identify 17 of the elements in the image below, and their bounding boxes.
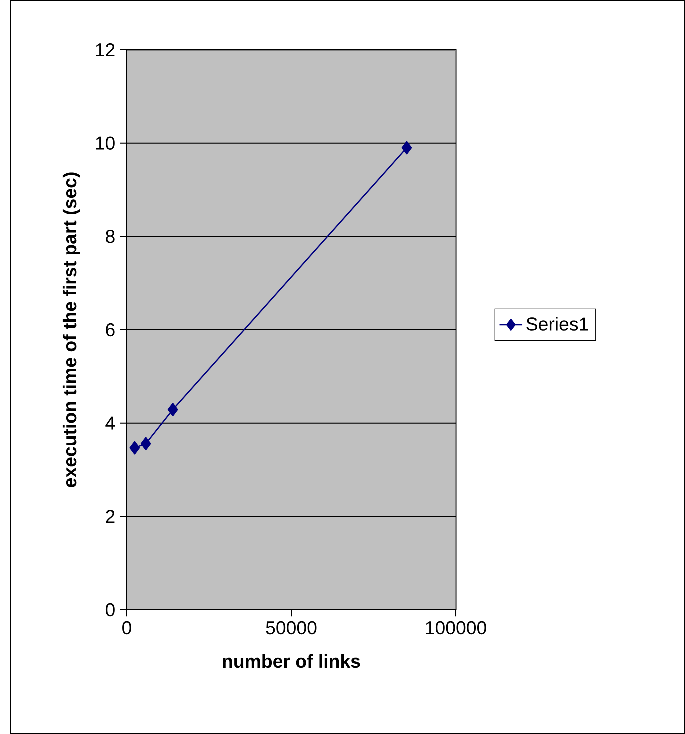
point (140, 437, 152, 451)
y-tick-label: 2 (106, 510, 115, 524)
x-tick-label: 50000 (266, 621, 317, 635)
x-axis-title: number of links (223, 654, 360, 668)
y-tick-label: 0 (106, 603, 115, 617)
x-tick-label: 0 (122, 621, 132, 635)
legend-label: Series1 (526, 317, 588, 331)
point (130, 441, 140, 455)
point (402, 141, 412, 155)
x-tick-label: 100000 (426, 621, 486, 635)
y-tick-label: 6 (106, 323, 115, 337)
y-tick-label: 10 (96, 136, 115, 150)
y-tick-label: 4 (106, 416, 116, 430)
y-tick-label: 12 (96, 43, 115, 57)
y-axis-title: execution time of the first part (sec) (62, 172, 80, 488)
point (168, 403, 178, 416)
y-tick-label: 8 (106, 230, 115, 244)
